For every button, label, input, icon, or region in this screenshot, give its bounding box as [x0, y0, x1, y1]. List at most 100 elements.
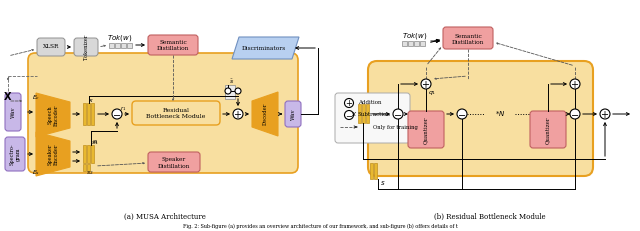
Text: $E_s$: $E_s$: [32, 169, 40, 177]
Text: Tokenizer: Tokenizer: [83, 34, 88, 60]
Text: $r_1$: $r_1$: [120, 105, 126, 113]
FancyBboxPatch shape: [5, 93, 21, 131]
Text: Distillation: Distillation: [157, 46, 189, 52]
Circle shape: [233, 109, 243, 119]
Text: $+$: $+$: [570, 79, 579, 89]
Bar: [109, 43, 114, 48]
Text: $+$: $+$: [234, 109, 243, 119]
Text: Distillation: Distillation: [452, 40, 484, 45]
Text: $x$: $x$: [351, 110, 357, 118]
Text: Only for training: Only for training: [373, 125, 418, 130]
Circle shape: [600, 109, 610, 119]
Text: Speaker
Encoder: Speaker Encoder: [47, 143, 58, 165]
Text: Subtraction: Subtraction: [358, 112, 391, 118]
Text: Wav: Wav: [10, 106, 15, 118]
Circle shape: [225, 88, 231, 94]
Bar: [83, 164, 86, 171]
Circle shape: [112, 109, 122, 119]
FancyBboxPatch shape: [148, 35, 198, 55]
Bar: [115, 43, 120, 48]
Bar: [83, 145, 86, 163]
Polygon shape: [252, 92, 278, 136]
Text: $Tok(w)$: $Tok(w)$: [403, 31, 428, 41]
Bar: [414, 41, 419, 46]
Text: Semantic: Semantic: [159, 40, 187, 46]
Bar: [225, 85, 235, 99]
Bar: [358, 104, 361, 123]
FancyBboxPatch shape: [148, 152, 200, 172]
FancyBboxPatch shape: [74, 38, 98, 56]
Circle shape: [344, 110, 353, 119]
FancyBboxPatch shape: [368, 61, 593, 176]
Text: $-$: $-$: [570, 109, 580, 119]
Text: Discriminators: Discriminators: [242, 46, 286, 51]
Text: Semantic: Semantic: [454, 33, 482, 39]
Text: Addition: Addition: [358, 100, 381, 106]
Text: Wav: Wav: [291, 108, 296, 120]
Text: Fig. 2: Sub-figure (a) provides an overview architecture of our framework, and s: Fig. 2: Sub-figure (a) provides an overv…: [182, 223, 458, 229]
Text: $+$: $+$: [345, 98, 353, 108]
Bar: [420, 41, 425, 46]
Text: Bottleneck Module: Bottleneck Module: [147, 113, 205, 119]
Circle shape: [393, 109, 403, 119]
Text: $*N$: $*N$: [495, 109, 505, 119]
Text: Residual: Residual: [163, 107, 189, 112]
Bar: [370, 163, 373, 179]
Text: $\mathbf{X}$: $\mathbf{X}$: [3, 90, 13, 102]
Circle shape: [570, 109, 580, 119]
FancyBboxPatch shape: [443, 27, 493, 49]
FancyBboxPatch shape: [132, 101, 220, 125]
Text: $s_1$: $s_1$: [91, 139, 99, 147]
Text: Speech
Encoder: Speech Encoder: [47, 104, 58, 126]
FancyBboxPatch shape: [37, 38, 65, 56]
Text: Spectro-
gram: Spectro- gram: [10, 143, 20, 165]
Text: $q_1$: $q_1$: [428, 89, 436, 97]
FancyBboxPatch shape: [5, 137, 25, 171]
Text: (b) Residual Bottleneck Module: (b) Residual Bottleneck Module: [434, 213, 546, 221]
Bar: [374, 163, 377, 179]
Polygon shape: [36, 93, 70, 137]
Circle shape: [421, 79, 431, 89]
Text: Quantizer: Quantizer: [424, 116, 429, 144]
Text: $+$: $+$: [422, 79, 431, 89]
Bar: [87, 145, 90, 163]
Circle shape: [457, 109, 467, 119]
Circle shape: [344, 98, 353, 107]
Bar: [83, 103, 86, 125]
Text: $E_c$: $E_c$: [32, 94, 40, 103]
Text: $\bar{s}$: $\bar{s}$: [229, 78, 235, 86]
Bar: [402, 41, 407, 46]
Text: Speaker: Speaker: [162, 158, 186, 162]
Bar: [362, 104, 365, 123]
Circle shape: [235, 88, 241, 94]
Text: $-$: $-$: [458, 109, 467, 119]
Bar: [91, 145, 94, 163]
Bar: [87, 103, 90, 125]
Text: $-$: $-$: [113, 109, 122, 119]
Bar: [366, 104, 369, 123]
Text: XLSR: XLSR: [43, 45, 59, 49]
Text: $x$: $x$: [88, 97, 94, 103]
Text: $s_1$: $s_1$: [92, 138, 99, 146]
Bar: [408, 41, 413, 46]
Text: Decoder: Decoder: [262, 103, 268, 125]
Text: $s_2$: $s_2$: [86, 169, 94, 177]
FancyBboxPatch shape: [530, 111, 566, 148]
FancyBboxPatch shape: [408, 111, 444, 148]
Bar: [121, 43, 126, 48]
Text: $+$: $+$: [600, 109, 609, 119]
Polygon shape: [36, 132, 70, 176]
FancyBboxPatch shape: [285, 101, 301, 127]
Bar: [87, 164, 90, 171]
Polygon shape: [232, 37, 299, 59]
FancyBboxPatch shape: [28, 53, 298, 173]
Text: (a) MUSA Architecture: (a) MUSA Architecture: [124, 213, 206, 221]
Text: $-$: $-$: [345, 111, 353, 119]
Bar: [127, 43, 132, 48]
Text: Distillation: Distillation: [158, 164, 190, 168]
Text: $s$: $s$: [380, 179, 386, 187]
Circle shape: [570, 79, 580, 89]
Text: Quantizer: Quantizer: [545, 116, 550, 144]
FancyBboxPatch shape: [335, 93, 410, 143]
Bar: [91, 103, 94, 125]
